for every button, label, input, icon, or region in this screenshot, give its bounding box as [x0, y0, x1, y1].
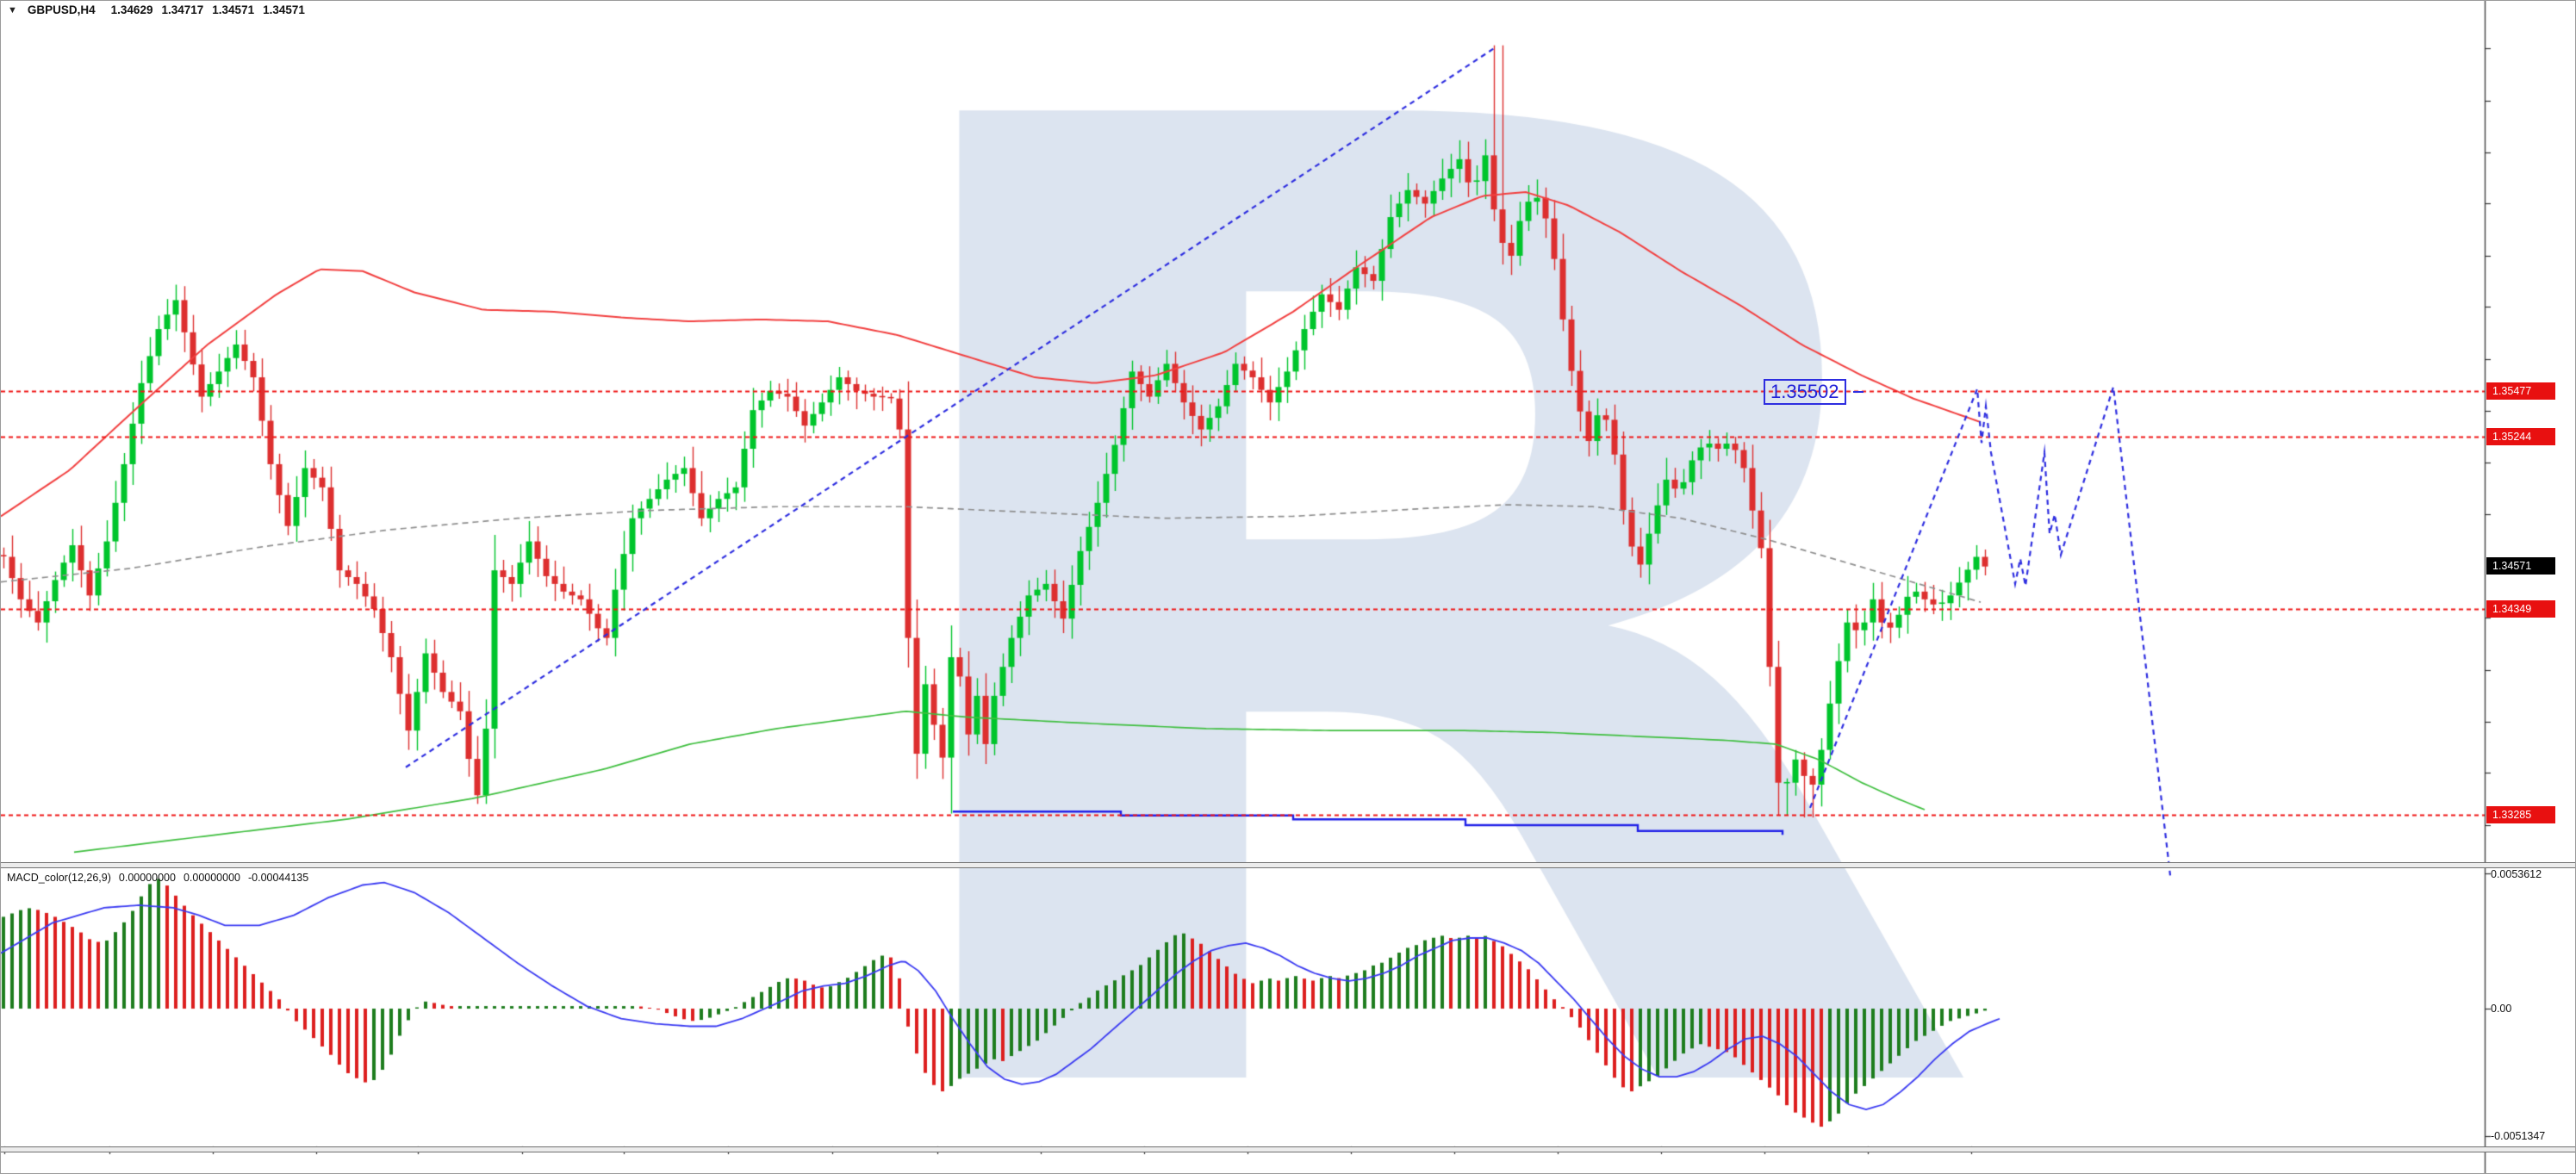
macd-scale-min: -0.0051347 [2491, 1130, 2546, 1142]
price-level-callout-text: 1.35502 [1770, 380, 1839, 402]
macd-scale-zero: 0.00 [2491, 1003, 2512, 1015]
level-price-badge: 1.33285 [2486, 805, 2555, 823]
time-axis[interactable]: 8 Aug 202512 Aug 00:0014 Aug 00:0018 Aug… [1, 1152, 2575, 1173]
macd-value-1: 0.00000000 [118, 872, 176, 884]
current-price-badge: 1.34571 [2486, 557, 2555, 575]
macd-value-2: 0.00000000 [183, 872, 240, 884]
price-level-callout[interactable]: 1.35502 [1764, 378, 1846, 405]
macd-indicator-name: MACD_color(12,26,9) [7, 872, 111, 884]
ohlc-high-value: 1.34717 [161, 3, 204, 16]
ohlc-close-value: 1.34571 [263, 3, 305, 16]
panel-splitter-main-macd[interactable] [1, 862, 2575, 868]
level-price-badge: 1.35477 [2486, 382, 2555, 401]
macd-indicator-header: MACD_color(12,26,9) 0.00000000 0.0000000… [7, 872, 308, 884]
symbol-timeframe-label: GBPUSD,H4 [27, 3, 96, 16]
ohlc-low-value: 1.34571 [212, 3, 255, 16]
ohlc-open-value: 1.34629 [110, 3, 153, 16]
price-level-callout-anchor [1853, 390, 1864, 393]
level-price-badge: 1.34349 [2486, 600, 2555, 618]
macd-value-3: -0.00044135 [247, 872, 309, 884]
macd-scale-max: 0.0053612 [2491, 868, 2542, 880]
level-price-badge: 1.35244 [2486, 427, 2555, 445]
symbol-ohlc-header: ▼ GBPUSD,H4 1.34629 1.34717 1.34571 1.34… [8, 3, 305, 16]
symbol-dropdown-icon[interactable]: ▼ [8, 4, 17, 16]
panel-splitter-macd-timeline[interactable] [1, 1146, 2575, 1152]
